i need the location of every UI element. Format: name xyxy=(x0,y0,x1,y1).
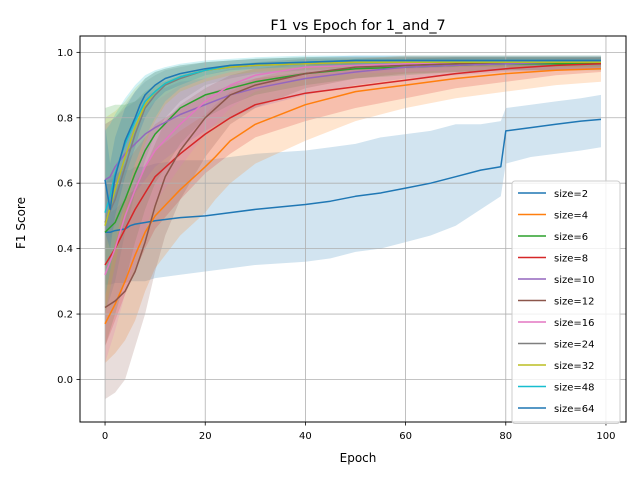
x-tick-label-2: 20 xyxy=(199,431,212,442)
x-tick-label-1: 0 xyxy=(102,431,108,442)
legend-label-4: size=8 xyxy=(554,254,588,265)
series-line-6 xyxy=(104,61,601,309)
legend-box xyxy=(511,180,621,424)
y-tick-label-4: 0.6 xyxy=(57,179,73,190)
y-tick-label-1: 0.0 xyxy=(57,375,73,386)
y-tick-label-5: 0.8 xyxy=(57,113,73,124)
y-tick-label-2: 0.2 xyxy=(57,310,73,321)
series-line-1 xyxy=(105,118,602,234)
series-band-2 xyxy=(105,55,601,364)
x-tick-label-4: 60 xyxy=(399,431,412,442)
series-band-11 xyxy=(105,55,601,249)
series-band-5 xyxy=(105,57,601,249)
y-axis-ticks: 0.0 0.2 0.4 0.6 0.8 1.0 xyxy=(57,48,80,386)
series-lines xyxy=(104,59,602,325)
legend-label-7: size=16 xyxy=(554,318,595,329)
legend-label-1: size=2 xyxy=(554,189,588,200)
series-band-8 xyxy=(105,57,601,315)
series-line-5 xyxy=(104,61,601,181)
legend: size=2 size=4 size=6 size=8 size=10 size=12 si… xyxy=(511,180,621,424)
chart-title: F1 vs Epoch for 1_and_7 xyxy=(270,18,445,34)
x-tick-label-6: 100 xyxy=(596,431,615,442)
legend-label-2: size=4 xyxy=(554,211,588,222)
legend-label-9: size=32 xyxy=(554,361,595,372)
y-tick-label-3: 0.4 xyxy=(57,244,73,255)
x-tick-label-5: 80 xyxy=(499,431,512,442)
legend-label-10: size=48 xyxy=(554,383,595,394)
series-band-10 xyxy=(105,55,601,298)
legend-label-11: size=64 xyxy=(554,404,595,415)
legend-label-5: size=10 xyxy=(554,275,595,286)
series-line-2 xyxy=(104,67,602,325)
legend-label-8: size=24 xyxy=(554,340,595,351)
series-line-11 xyxy=(104,59,601,211)
x-axis-label: Epoch xyxy=(340,451,377,465)
y-tick-label-6: 1.0 xyxy=(57,48,73,59)
series-band-1 xyxy=(105,94,601,285)
series-line-4 xyxy=(104,63,602,266)
x-tick-label-3: 40 xyxy=(299,431,312,442)
legend-label-3: size=6 xyxy=(554,232,588,243)
legend-label-6: size=12 xyxy=(554,297,595,308)
series-band-9 xyxy=(105,57,601,315)
plot-frame xyxy=(79,35,627,423)
series-band-4 xyxy=(105,57,601,347)
y-axis-label: F1 Score xyxy=(14,197,28,249)
series-line-9 xyxy=(104,61,601,226)
